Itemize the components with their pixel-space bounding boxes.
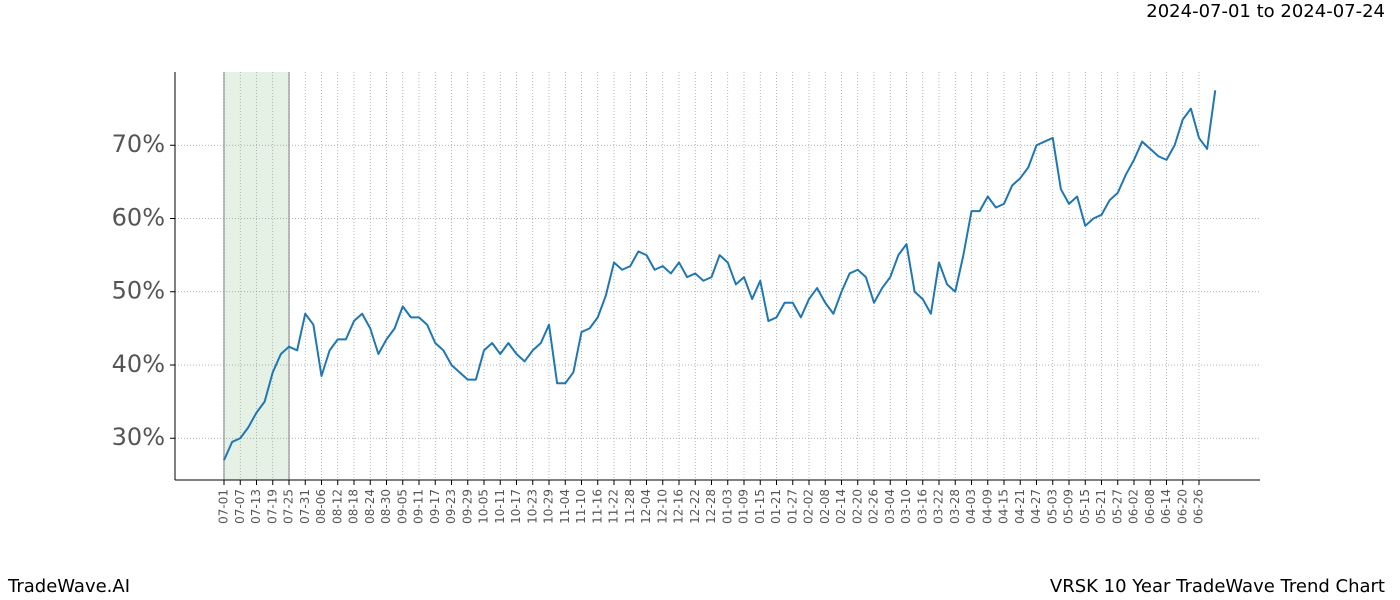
x-tick-label: 12-28 — [704, 489, 718, 524]
x-tick-label: 07-25 — [282, 489, 296, 524]
x-tick-label: 05-03 — [1045, 489, 1059, 524]
series-line — [223, 90, 1217, 461]
chart-title: VRSK 10 Year TradeWave Trend Chart — [1050, 576, 1385, 597]
y-tick-label: 30% — [112, 423, 165, 451]
x-tick-label: 10-17 — [509, 489, 523, 524]
x-tick-label: 02-02 — [802, 489, 816, 524]
x-tick-label: 01-09 — [737, 489, 751, 524]
x-tick-label: 04-21 — [1013, 489, 1027, 524]
y-tick-label: 70% — [112, 130, 165, 158]
x-tick-label: 05-15 — [1078, 489, 1092, 524]
x-tick-label: 04-03 — [964, 489, 978, 524]
x-tick-label: 09-23 — [444, 489, 458, 524]
x-tick-label: 09-11 — [412, 489, 426, 524]
x-tick-label: 05-21 — [1094, 489, 1108, 524]
x-tick-label: 11-16 — [590, 489, 604, 524]
x-tick-label: 03-10 — [899, 489, 913, 524]
x-tick-label: 01-15 — [753, 489, 767, 524]
x-tick-label: 09-29 — [460, 489, 474, 524]
x-tick-label: 04-09 — [980, 489, 994, 524]
x-tick-label: 01-21 — [769, 489, 783, 524]
x-tick-label: 02-14 — [834, 489, 848, 524]
x-tick-label: 06-14 — [1159, 489, 1173, 524]
x-tick-label: 03-16 — [915, 489, 929, 524]
x-tick-label: 11-04 — [558, 489, 572, 524]
x-tick-label: 11-28 — [623, 489, 637, 524]
x-tick-label: 10-23 — [525, 489, 539, 524]
x-tick-label: 10-11 — [493, 489, 507, 524]
x-tick-label: 01-03 — [720, 489, 734, 524]
x-tick-label: 08-18 — [347, 489, 361, 524]
y-tick-label: 50% — [112, 277, 165, 305]
x-tick-label: 11-22 — [607, 489, 621, 524]
x-tick-label: 10-29 — [542, 489, 556, 524]
x-tick-label: 06-02 — [1127, 489, 1141, 524]
x-tick-label: 12-22 — [688, 489, 702, 524]
y-tick-label: 60% — [112, 203, 165, 231]
x-tick-label: 07-07 — [233, 489, 247, 524]
x-tick-label: 06-26 — [1192, 489, 1206, 524]
x-tick-label: 06-08 — [1143, 489, 1157, 524]
date-range: 2024-07-01 to 2024-07-24 — [1146, 1, 1385, 22]
x-tick-label: 08-06 — [314, 489, 328, 524]
x-tick-label: 05-27 — [1110, 489, 1124, 524]
x-tick-label: 07-13 — [249, 489, 263, 524]
x-tick-label: 05-09 — [1062, 489, 1076, 524]
x-tick-label: 04-15 — [997, 489, 1011, 524]
x-tick-label: 12-16 — [672, 489, 686, 524]
x-tick-label: 10-05 — [477, 489, 491, 524]
x-tick-label: 09-17 — [428, 489, 442, 524]
x-tick-label: 03-04 — [883, 489, 897, 524]
brand: TradeWave.AI — [7, 576, 130, 597]
x-tick-label: 02-20 — [850, 489, 864, 524]
x-tick-label: 09-05 — [395, 489, 409, 524]
x-tick-label: 07-31 — [298, 489, 312, 524]
x-tick-label: 08-30 — [379, 489, 393, 524]
x-tick-label: 01-27 — [785, 489, 799, 524]
x-tick-label: 07-01 — [217, 489, 231, 524]
x-tick-label: 06-20 — [1175, 489, 1189, 524]
x-tick-label: 12-10 — [655, 489, 669, 524]
x-tick-label: 12-04 — [639, 489, 653, 524]
x-tick-label: 03-28 — [948, 489, 962, 524]
x-tick-label: 03-22 — [932, 489, 946, 524]
x-tick-label: 02-08 — [818, 489, 832, 524]
x-tick-label: 07-19 — [265, 489, 279, 524]
x-tick-label: 04-27 — [1029, 489, 1043, 524]
y-tick-label: 40% — [112, 350, 165, 378]
x-tick-label: 08-12 — [330, 489, 344, 524]
x-tick-label: 02-26 — [867, 489, 881, 524]
x-tick-label: 08-24 — [363, 489, 377, 524]
x-tick-label: 11-10 — [574, 489, 588, 524]
